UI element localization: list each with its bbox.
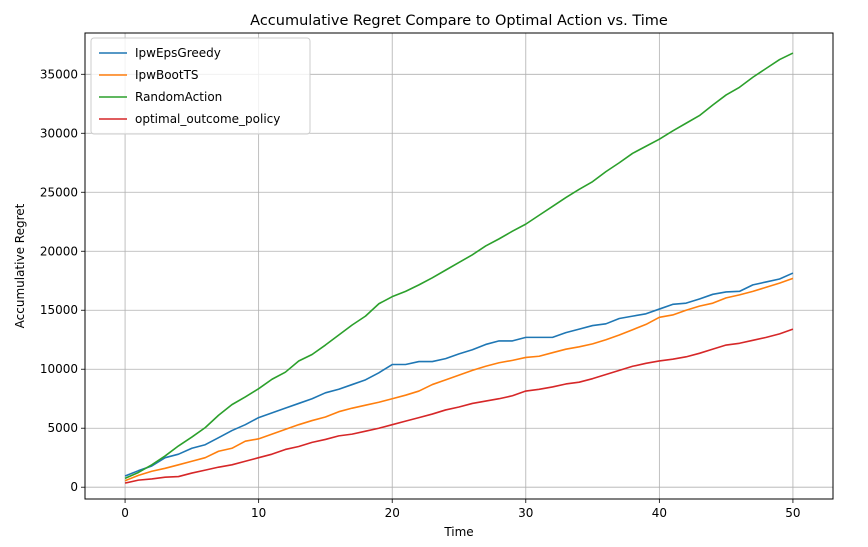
series-line-randomaction <box>124 52 794 480</box>
legend: IpwEpsGreedy IpwBootTS RandomAction optimal… <box>90 37 311 135</box>
legend-label: IpwEpsGreedy <box>135 46 221 60</box>
chart-title: Accumulative Regret Compare to Optimal A… <box>250 13 668 29</box>
series-line-ipwbootts <box>124 277 794 482</box>
series-line-ipwepsgreedy <box>124 272 794 477</box>
plot-frame <box>84 32 834 500</box>
y-tick-label: 30000 <box>40 126 78 140</box>
y-tick-label: 15000 <box>40 303 78 317</box>
y-tick-label: 10000 <box>40 362 78 376</box>
legend-label: IpwBootTS <box>135 68 199 82</box>
x-axis-title: Time <box>443 525 473 539</box>
y-tick-label: 20000 <box>40 244 78 258</box>
x-tick-label: 40 <box>652 506 667 520</box>
y-tick-label: 25000 <box>40 185 78 199</box>
x-tick-label: 0 <box>121 506 129 520</box>
x-tick-label: 20 <box>385 506 400 520</box>
legend-box <box>90 37 311 135</box>
legend-label: optimal_outcome_policy <box>135 112 280 126</box>
x-tick-label: 50 <box>785 506 800 520</box>
x-tick-label: 10 <box>251 506 266 520</box>
legend-label: RandomAction <box>135 90 222 104</box>
series-line-optimal-outcome-policy <box>124 328 794 484</box>
y-tick-label: 0 <box>70 480 78 494</box>
axis-ticks: 0 10 20 30 40 50 0 5000 10000 15000 20000 25000 3000… <box>40 67 801 520</box>
y-tick-label: 5000 <box>47 421 78 435</box>
y-tick-label: 35000 <box>40 67 78 81</box>
x-tick-label: 30 <box>518 506 533 520</box>
series-lines <box>124 52 794 484</box>
y-axis-title: Accumulative Regret <box>13 203 27 328</box>
grid-lines <box>85 33 833 499</box>
